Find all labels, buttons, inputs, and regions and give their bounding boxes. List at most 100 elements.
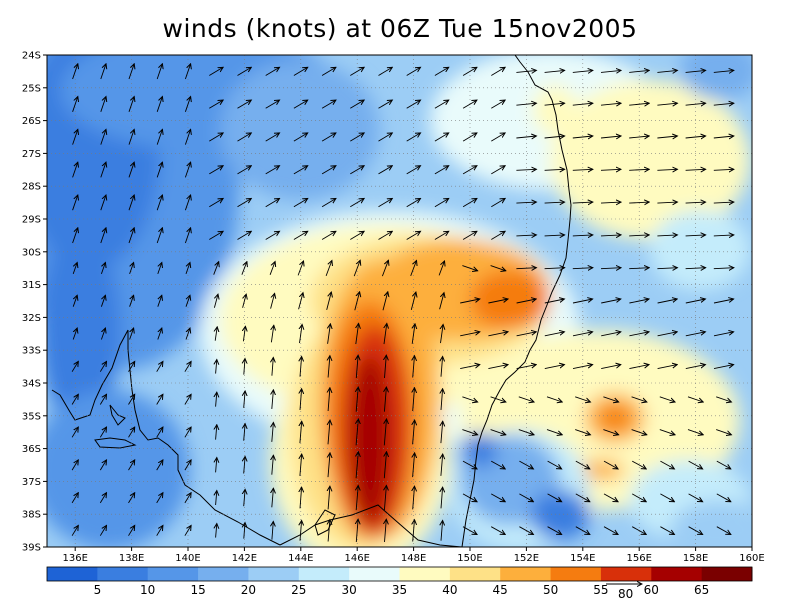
wind-vector — [356, 387, 358, 412]
colorbar-label: 50 — [543, 583, 558, 597]
gridlines — [47, 55, 752, 547]
colorbar-label: 15 — [190, 583, 205, 597]
colorbar-swatch — [701, 567, 753, 581]
wind-vector — [100, 263, 105, 275]
wind-vector — [462, 429, 477, 435]
wind-vector — [491, 67, 505, 76]
wind-vector — [325, 261, 332, 277]
wind-vector — [184, 460, 191, 471]
wind-vector — [300, 357, 302, 377]
wind-vector — [72, 64, 78, 80]
wind-vector — [688, 526, 703, 535]
wind-vector — [128, 228, 134, 244]
wind-vector — [713, 235, 734, 236]
wind-vector — [657, 103, 677, 105]
wind-vector — [216, 360, 217, 374]
lat-tick-label: 36S — [22, 444, 41, 455]
wind-vector — [572, 235, 593, 236]
wind-vector — [491, 166, 505, 175]
wind-vector — [603, 526, 618, 535]
wind-vector — [462, 493, 477, 502]
wind-vector — [185, 263, 190, 275]
wind-vector — [600, 136, 621, 138]
lat-tick-label: 32S — [22, 313, 41, 324]
wind-vector — [406, 100, 421, 109]
wind-vector — [71, 362, 78, 372]
wind-vector — [237, 100, 252, 109]
wind-vector — [156, 362, 163, 372]
wind-vector — [185, 295, 190, 307]
colorbar-swatch — [600, 567, 652, 581]
wind-vector — [490, 396, 506, 402]
wind-vector — [688, 460, 703, 469]
wind-vector — [572, 202, 593, 203]
colorbar-swatch — [248, 567, 300, 581]
wind-vector — [660, 493, 674, 502]
wind-vector — [213, 262, 219, 275]
wind-vector — [657, 136, 677, 138]
wind-vector — [300, 389, 302, 411]
colorbar-label: 35 — [392, 583, 407, 597]
colorbar-label: 45 — [493, 583, 508, 597]
wind-vector — [265, 133, 280, 142]
wind-vector — [460, 332, 480, 337]
wind-vector — [209, 133, 223, 142]
wind-vector — [237, 133, 252, 142]
wind-vector — [99, 493, 106, 504]
lat-tick-label: 29S — [22, 215, 41, 226]
wind-vector — [516, 365, 537, 370]
wind-vector — [575, 429, 590, 435]
wind-vector — [441, 521, 443, 541]
wind-vector — [328, 420, 330, 445]
wind-vector — [71, 526, 78, 536]
wind-vector — [216, 491, 217, 506]
wind-vector — [462, 231, 477, 240]
wind-vector — [572, 136, 593, 138]
wind-vector — [572, 103, 593, 105]
wind-vector — [300, 421, 302, 444]
lat-tick-label: 37S — [22, 477, 41, 488]
wind-vector — [184, 427, 191, 438]
plot-frame — [46, 54, 753, 548]
wind-vectors — [71, 64, 734, 543]
colorbar-swatch — [449, 567, 501, 581]
wind-vector — [462, 199, 477, 208]
wind-vector — [216, 458, 217, 473]
wind-vector — [434, 100, 449, 109]
wind-vector — [631, 429, 647, 435]
wind-vector — [237, 166, 252, 175]
wind-vector — [350, 199, 364, 208]
wind-vector — [685, 365, 706, 370]
lat-tick-label: 38S — [22, 510, 41, 521]
wind-vector — [441, 357, 443, 377]
wind-vector — [243, 294, 247, 308]
wind-vector — [321, 166, 336, 175]
wind-vector — [434, 166, 449, 175]
wind-vector — [713, 268, 734, 269]
wind-vector — [244, 457, 245, 474]
colorbar-swatch — [399, 567, 451, 581]
colorbar-label: 55 — [593, 583, 608, 597]
wind-vector — [209, 231, 223, 240]
wind-vector — [99, 460, 106, 471]
wind-vector — [328, 356, 330, 378]
wind-vector — [546, 396, 562, 402]
wind-vector — [412, 324, 415, 344]
lon-tick-label: 146E — [344, 553, 369, 564]
wind-vector — [629, 268, 649, 269]
wind-vector — [72, 97, 78, 112]
wind-vector — [434, 67, 449, 76]
wind-vector — [441, 421, 443, 444]
wind-vector — [434, 199, 449, 208]
wind-vector — [384, 324, 387, 345]
wind-vector — [156, 228, 162, 244]
wind-vector — [488, 365, 508, 370]
wind-vector — [462, 133, 477, 142]
wind-vector — [237, 199, 252, 208]
wind-vector — [128, 460, 135, 471]
wind-vector — [519, 493, 533, 502]
wind-vector — [687, 396, 703, 402]
wind-vector — [385, 519, 387, 543]
wind-vector — [350, 67, 364, 76]
reference-vector-label: 80 — [618, 587, 633, 600]
